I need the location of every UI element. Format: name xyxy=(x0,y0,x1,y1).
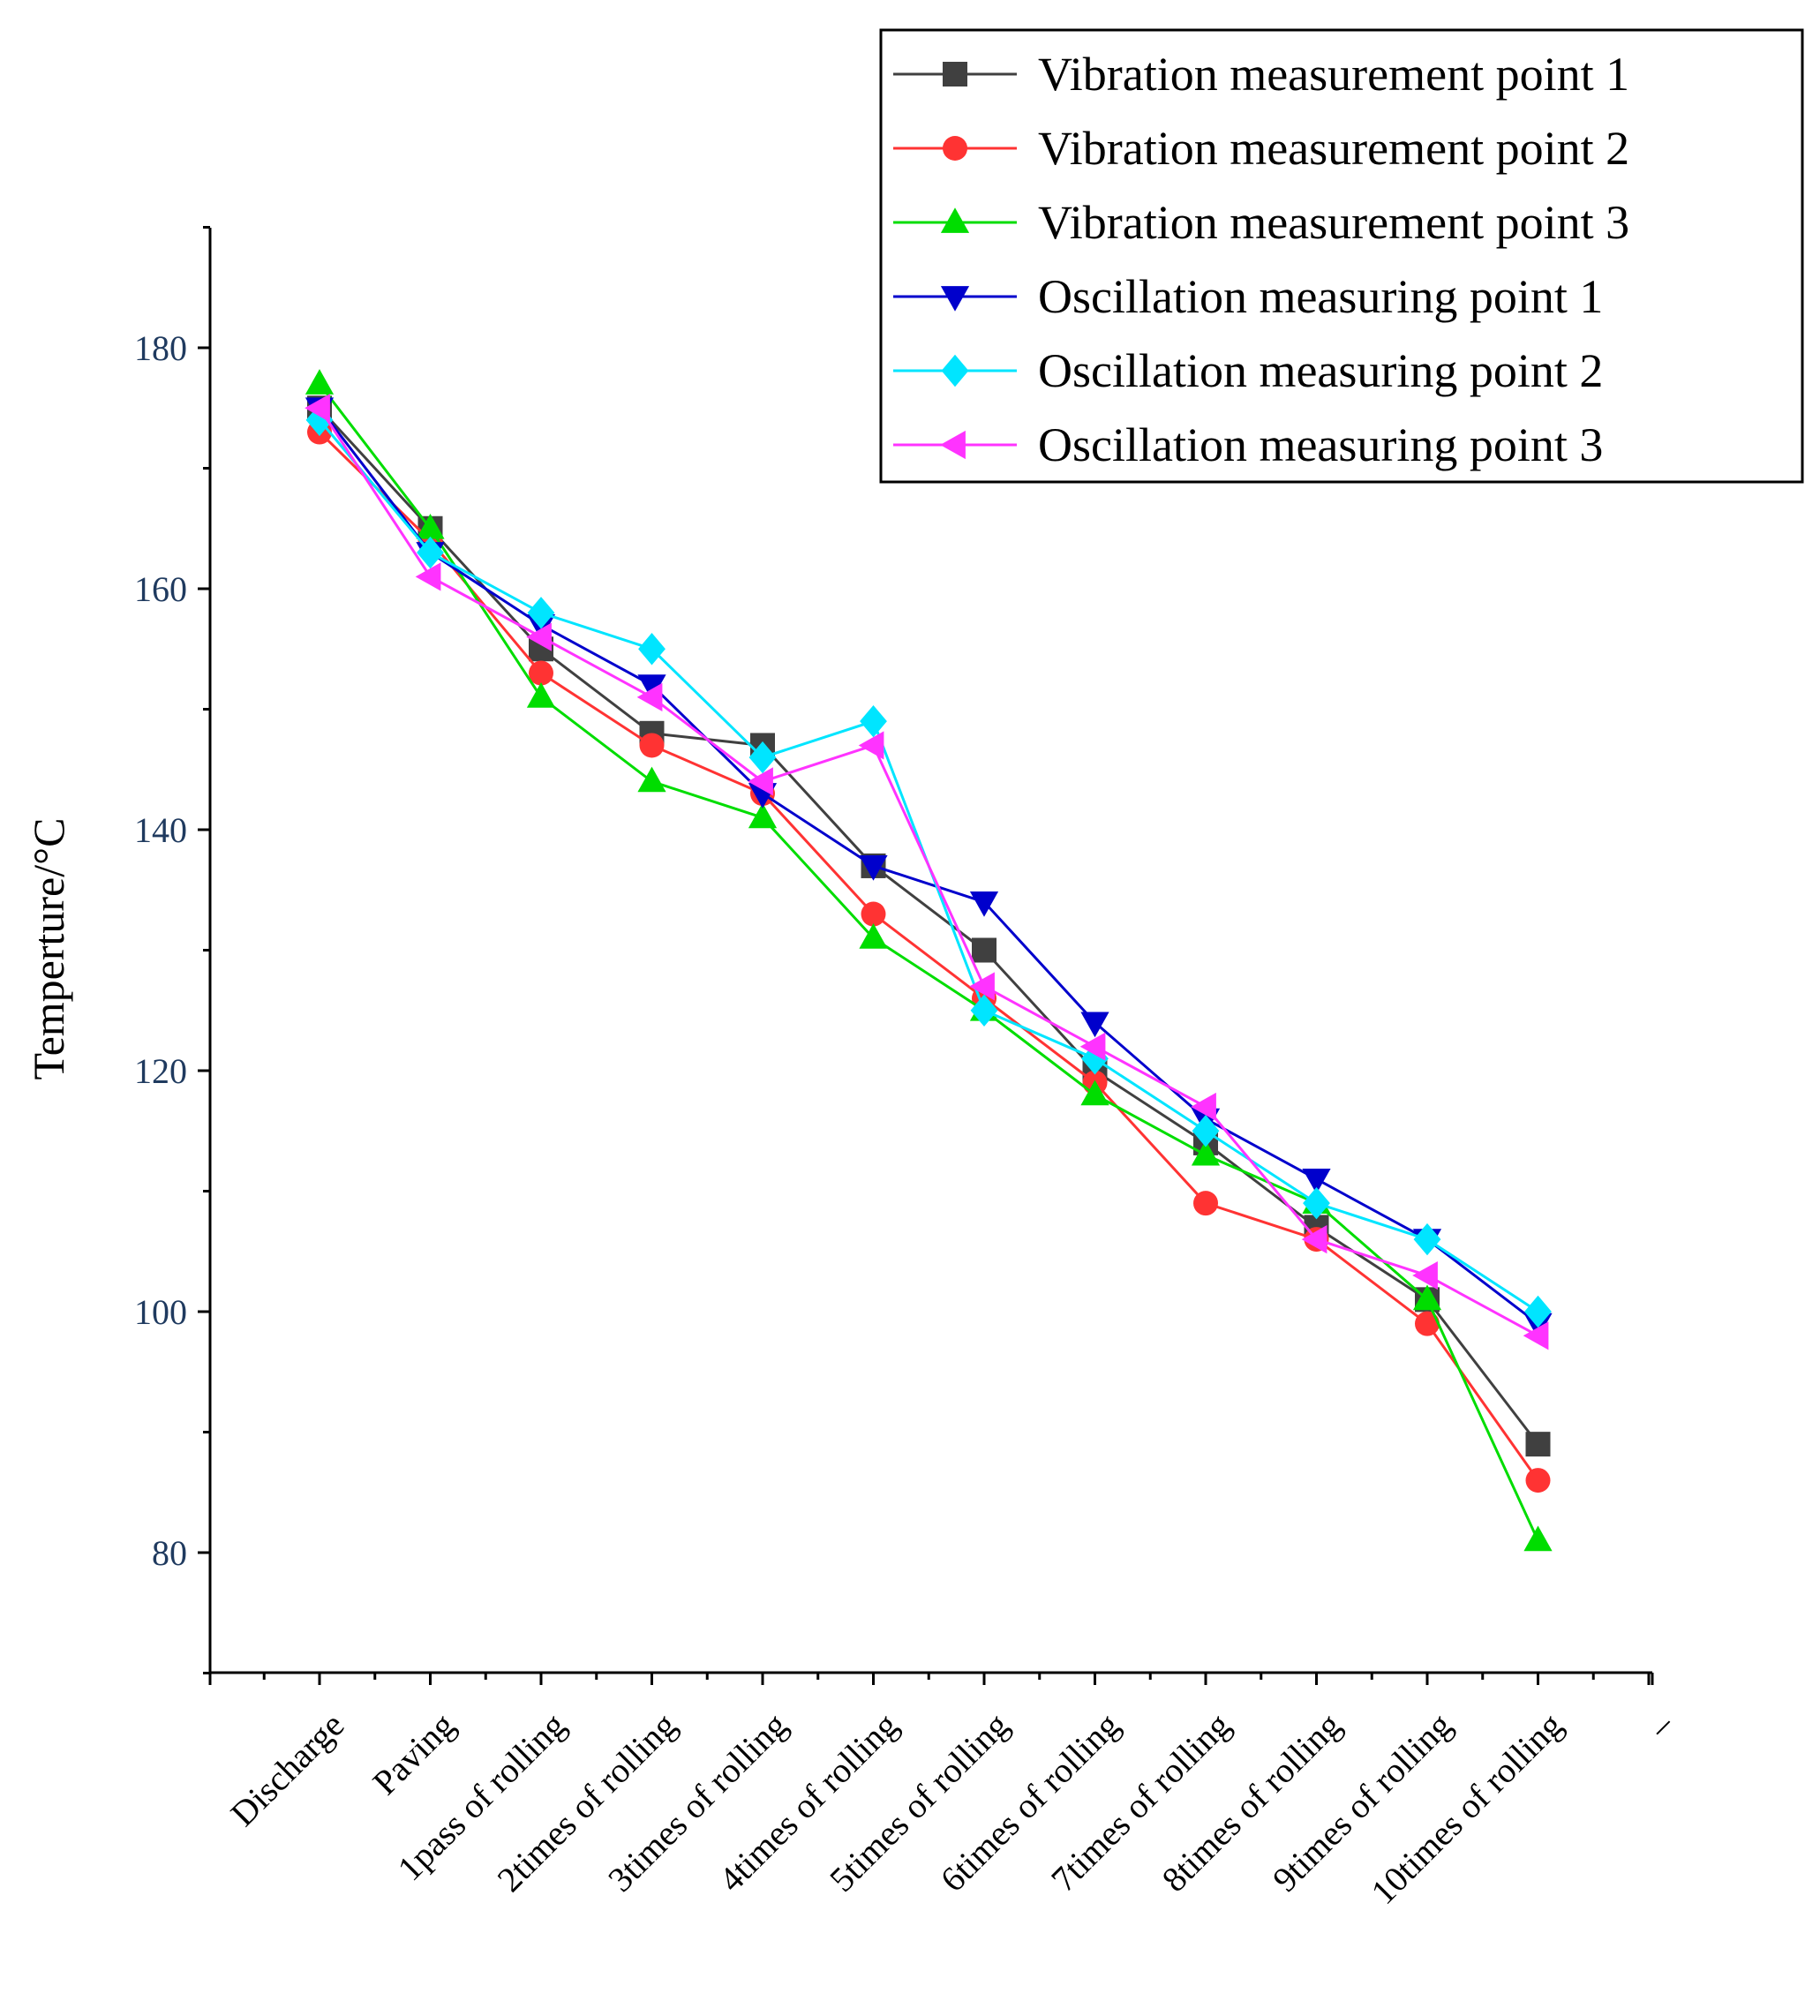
legend-marker xyxy=(940,207,970,233)
data-point xyxy=(1415,1311,1440,1336)
data-point xyxy=(1523,1525,1553,1552)
series-2 xyxy=(307,419,1551,1493)
y-tick-label: 80 xyxy=(152,1533,187,1573)
data-point xyxy=(1412,1260,1438,1290)
data-point xyxy=(1525,1468,1551,1493)
data-point xyxy=(415,562,441,591)
data-point xyxy=(1191,1140,1221,1166)
data-point xyxy=(748,802,778,829)
data-point xyxy=(1524,1295,1552,1328)
legend-label: Oscillation measuring point 2 xyxy=(1038,344,1603,397)
data-point xyxy=(1302,1168,1331,1194)
legend-label: Vibration measurement point 2 xyxy=(1038,122,1629,175)
legend-item: Vibration measurement point 2 xyxy=(893,122,1629,175)
data-point xyxy=(969,972,995,1001)
series-line xyxy=(318,407,1539,1446)
data-point xyxy=(969,891,999,917)
data-point xyxy=(305,403,334,437)
legend-item: Oscillation measuring point 1 xyxy=(893,270,1603,323)
data-point xyxy=(748,767,773,796)
legend-marker xyxy=(940,286,970,312)
legend-item: Oscillation measuring point 3 xyxy=(893,418,1603,471)
y-tick-label: 180 xyxy=(134,328,187,368)
legend-marker xyxy=(940,430,966,460)
data-point xyxy=(637,674,666,700)
series-1 xyxy=(307,395,1551,1457)
data-point xyxy=(1523,1321,1549,1350)
legend-marker xyxy=(943,62,967,87)
legend-marker xyxy=(943,136,967,161)
x-category-label: Discharge xyxy=(222,1705,351,1834)
data-point xyxy=(526,682,556,708)
data-point xyxy=(861,901,886,927)
y-tick-label: 140 xyxy=(134,810,187,850)
data-point xyxy=(1193,1191,1218,1216)
legend-box xyxy=(879,28,1804,484)
series-line xyxy=(318,383,1539,1541)
legend: Vibration measurement point 1 Vibration m… xyxy=(879,28,1804,484)
x-category-label: Paving xyxy=(365,1705,462,1802)
data-point xyxy=(305,369,335,395)
data-point xyxy=(526,622,552,651)
data-point xyxy=(638,633,666,666)
data-point xyxy=(639,733,665,758)
data-point xyxy=(1079,1032,1106,1061)
legend-label: Vibration measurement point 1 xyxy=(1038,48,1629,101)
data-point xyxy=(858,731,884,760)
data-point xyxy=(972,937,996,963)
y-tick-label: 120 xyxy=(134,1051,187,1091)
legend-label: Oscillation measuring point 3 xyxy=(1038,418,1603,471)
data-point xyxy=(859,855,888,881)
y-tick-label: 100 xyxy=(134,1292,187,1332)
data-point xyxy=(860,704,887,738)
data-point xyxy=(1191,1092,1216,1122)
data-point xyxy=(305,394,330,423)
series-6 xyxy=(305,394,1549,1350)
series-line xyxy=(318,407,1539,1337)
series-5 xyxy=(305,403,1552,1328)
y-tick-label: 160 xyxy=(134,569,187,609)
data-point xyxy=(1413,1222,1441,1256)
data-point xyxy=(1192,1115,1220,1147)
data-point xyxy=(527,597,555,629)
y-axis-title: Temperture/°C xyxy=(24,818,73,1080)
legend-item: Vibration measurement point 1 xyxy=(893,48,1629,101)
series-line xyxy=(318,431,1539,1481)
x-category-label: – xyxy=(1640,1704,1681,1746)
legend-label: Vibration measurement point 3 xyxy=(1038,196,1629,249)
series-line xyxy=(318,407,1539,1325)
data-point xyxy=(1080,1079,1109,1106)
data-point xyxy=(1080,1012,1109,1038)
legend-marker xyxy=(941,354,969,387)
legend-item: Oscillation measuring point 2 xyxy=(893,344,1603,397)
data-point xyxy=(417,536,444,569)
legend-label: Oscillation measuring point 1 xyxy=(1038,270,1603,323)
data-point xyxy=(1303,1186,1330,1220)
data-point xyxy=(1301,1225,1327,1254)
data-point xyxy=(1412,1284,1442,1311)
data-point xyxy=(859,923,888,949)
data-point xyxy=(416,513,445,539)
plot-area xyxy=(305,369,1553,1552)
series-3 xyxy=(305,369,1553,1552)
data-point xyxy=(637,766,666,793)
legend-item: Vibration measurement point 3 xyxy=(893,196,1629,249)
data-point xyxy=(636,682,663,711)
data-point xyxy=(748,741,777,774)
data-point xyxy=(529,660,553,686)
data-point xyxy=(1525,1432,1551,1457)
data-point xyxy=(970,994,998,1027)
x-category-label: 10times of rolling xyxy=(1363,1705,1570,1913)
